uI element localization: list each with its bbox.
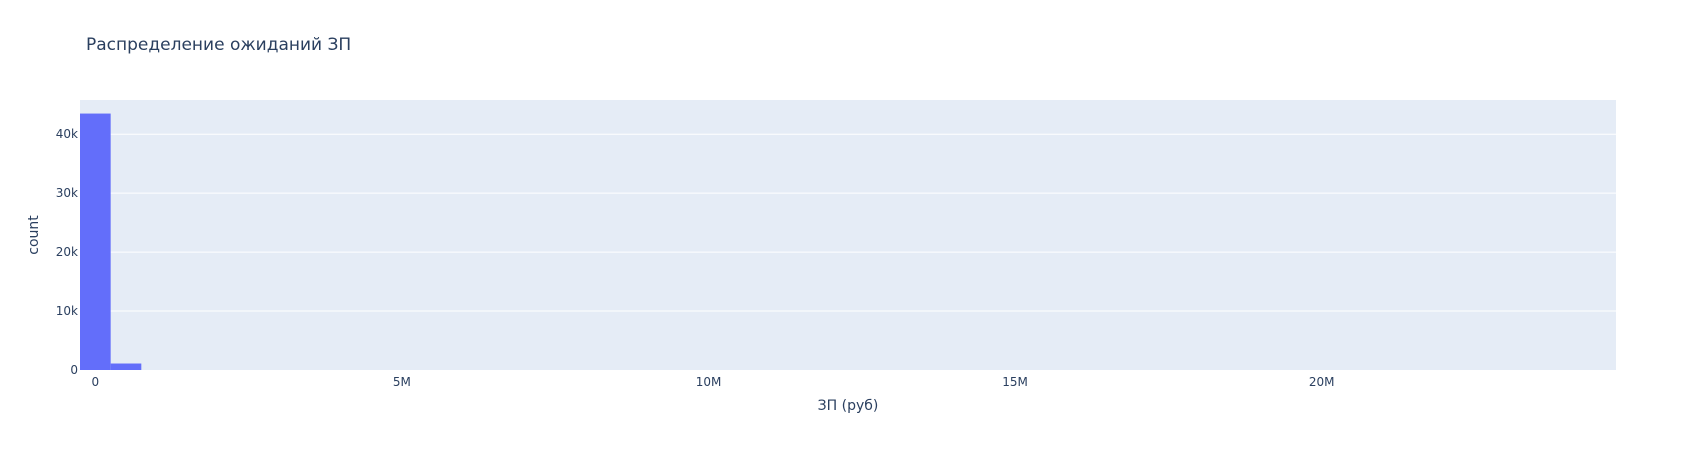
y-axis-title: count xyxy=(26,215,42,255)
y-tick-label-3: 30k xyxy=(56,186,78,200)
y-tick-label-4: 40k xyxy=(56,127,78,141)
x-tick-label-0: 0 xyxy=(92,375,100,389)
histogram-bar-0[interactable] xyxy=(80,113,111,370)
gridlines xyxy=(80,133,1616,312)
bars xyxy=(80,113,142,370)
x-tick-label-3: 15M xyxy=(1002,375,1028,389)
chart-title: Распределение ожиданий ЗП xyxy=(86,35,351,55)
x-tick-label-2: 10M xyxy=(696,375,722,389)
x-tick-label-4: 20M xyxy=(1309,375,1335,389)
plot-area xyxy=(80,100,1616,370)
x-axis-title: ЗП (руб) xyxy=(818,398,879,414)
x-axis-ticks: 0 5M 10M 15M 20M xyxy=(92,375,1335,389)
y-tick-label-1: 10k xyxy=(56,304,78,318)
x-tick-label-1: 5M xyxy=(393,375,411,389)
y-tick-label-2: 20k xyxy=(56,245,78,259)
histogram-bar-1[interactable] xyxy=(110,363,142,370)
y-tick-label-0: 0 xyxy=(70,363,78,377)
y-axis-ticks: 0 10k 20k 30k 40k xyxy=(56,127,78,377)
